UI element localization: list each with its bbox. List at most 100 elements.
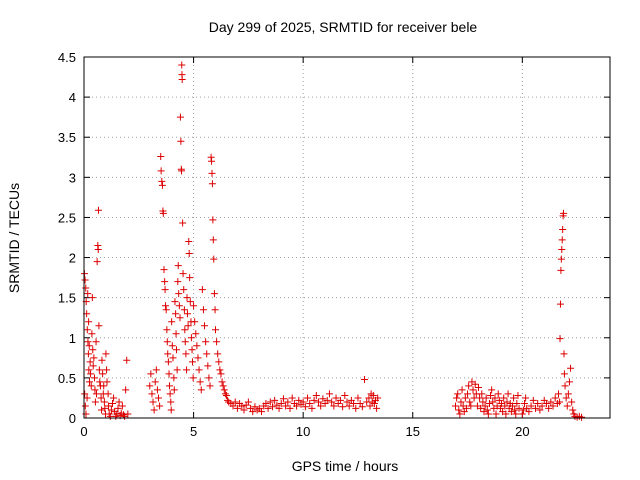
data-point: [124, 410, 132, 418]
data-point: [108, 400, 116, 408]
data-point: [477, 404, 485, 412]
data-point: [369, 392, 377, 400]
plot-frame: [83, 56, 611, 419]
data-point: [508, 402, 516, 410]
data-point: [178, 167, 186, 175]
data-point: [483, 406, 491, 414]
data-point: [149, 398, 157, 406]
data-point: [84, 350, 92, 358]
data-point: [554, 390, 562, 398]
data-point: [560, 350, 568, 358]
data-point: [561, 382, 569, 390]
data-point: [330, 402, 338, 410]
data-point: [183, 366, 191, 374]
data-point: [513, 400, 521, 408]
data-point: [165, 382, 173, 390]
data-point: [184, 322, 192, 330]
data-point: [182, 350, 190, 358]
data-point: [203, 350, 211, 358]
data-point: [164, 358, 172, 366]
data-point: [563, 402, 571, 410]
data-point: [158, 181, 166, 189]
data-point: [96, 378, 104, 386]
data-point: [113, 410, 121, 418]
data-point: [218, 378, 226, 386]
data-point: [171, 298, 179, 306]
data-point: [168, 318, 176, 326]
data-point: [214, 350, 222, 358]
data-point: [162, 306, 170, 314]
data-point: [461, 394, 469, 402]
data-point: [229, 402, 237, 410]
data-point: [198, 286, 206, 294]
data-point: [456, 410, 464, 418]
y-tick-label: 0.5: [58, 371, 76, 386]
data-point: [176, 113, 184, 121]
data-point: [166, 390, 174, 398]
data-point: [542, 400, 550, 408]
data-point: [345, 402, 353, 410]
data-point: [469, 386, 477, 394]
data-point: [482, 394, 490, 402]
data-point: [271, 396, 279, 404]
data-point: [195, 366, 203, 374]
data-point: [293, 402, 301, 410]
data-point: [560, 370, 568, 378]
data-point: [467, 402, 475, 410]
data-point: [556, 300, 564, 308]
data-point: [181, 326, 189, 334]
data-point: [85, 342, 93, 350]
data-point: [478, 390, 486, 398]
data-point: [531, 404, 539, 412]
data-point: [558, 246, 566, 254]
data-point: [208, 180, 216, 188]
data-point: [153, 386, 161, 394]
data-point: [169, 354, 177, 362]
data-point: [100, 398, 108, 406]
data-point: [177, 137, 185, 145]
data-point: [310, 396, 318, 404]
data-point: [515, 404, 523, 412]
data-point: [208, 157, 216, 165]
data-point: [90, 354, 98, 362]
data-points: [80, 61, 586, 421]
data-point: [160, 266, 168, 274]
data-point: [103, 366, 111, 374]
y-tick-label: 4: [69, 90, 76, 105]
data-point: [99, 370, 107, 378]
data-point: [556, 335, 564, 343]
data-point: [502, 410, 510, 418]
data-point: [312, 392, 320, 400]
data-point: [507, 408, 515, 416]
data-point: [114, 404, 122, 412]
data-point: [205, 374, 213, 382]
data-point: [180, 306, 188, 314]
y-tick-label: 1.5: [58, 291, 76, 306]
data-point: [568, 398, 576, 406]
data-point: [286, 404, 294, 412]
data-point: [454, 390, 462, 398]
data-point: [87, 382, 95, 390]
data-point: [167, 406, 175, 414]
data-point: [202, 338, 210, 346]
data-point: [471, 380, 479, 388]
data-point: [163, 326, 171, 334]
data-point: [325, 390, 333, 398]
data-point: [301, 403, 309, 411]
data-point: [213, 338, 221, 346]
data-point: [105, 402, 113, 410]
data-point: [556, 398, 564, 406]
data-point: [487, 392, 495, 400]
data-point: [147, 370, 155, 378]
data-point: [233, 404, 241, 412]
data-point: [83, 326, 91, 334]
data-point: [209, 216, 217, 224]
data-point: [215, 358, 223, 366]
data-point: [199, 306, 207, 314]
data-point: [155, 394, 163, 402]
data-point: [222, 392, 230, 400]
data-point: [328, 398, 336, 406]
data-point: [560, 209, 568, 217]
data-point: [84, 338, 92, 346]
data-point: [190, 302, 198, 310]
